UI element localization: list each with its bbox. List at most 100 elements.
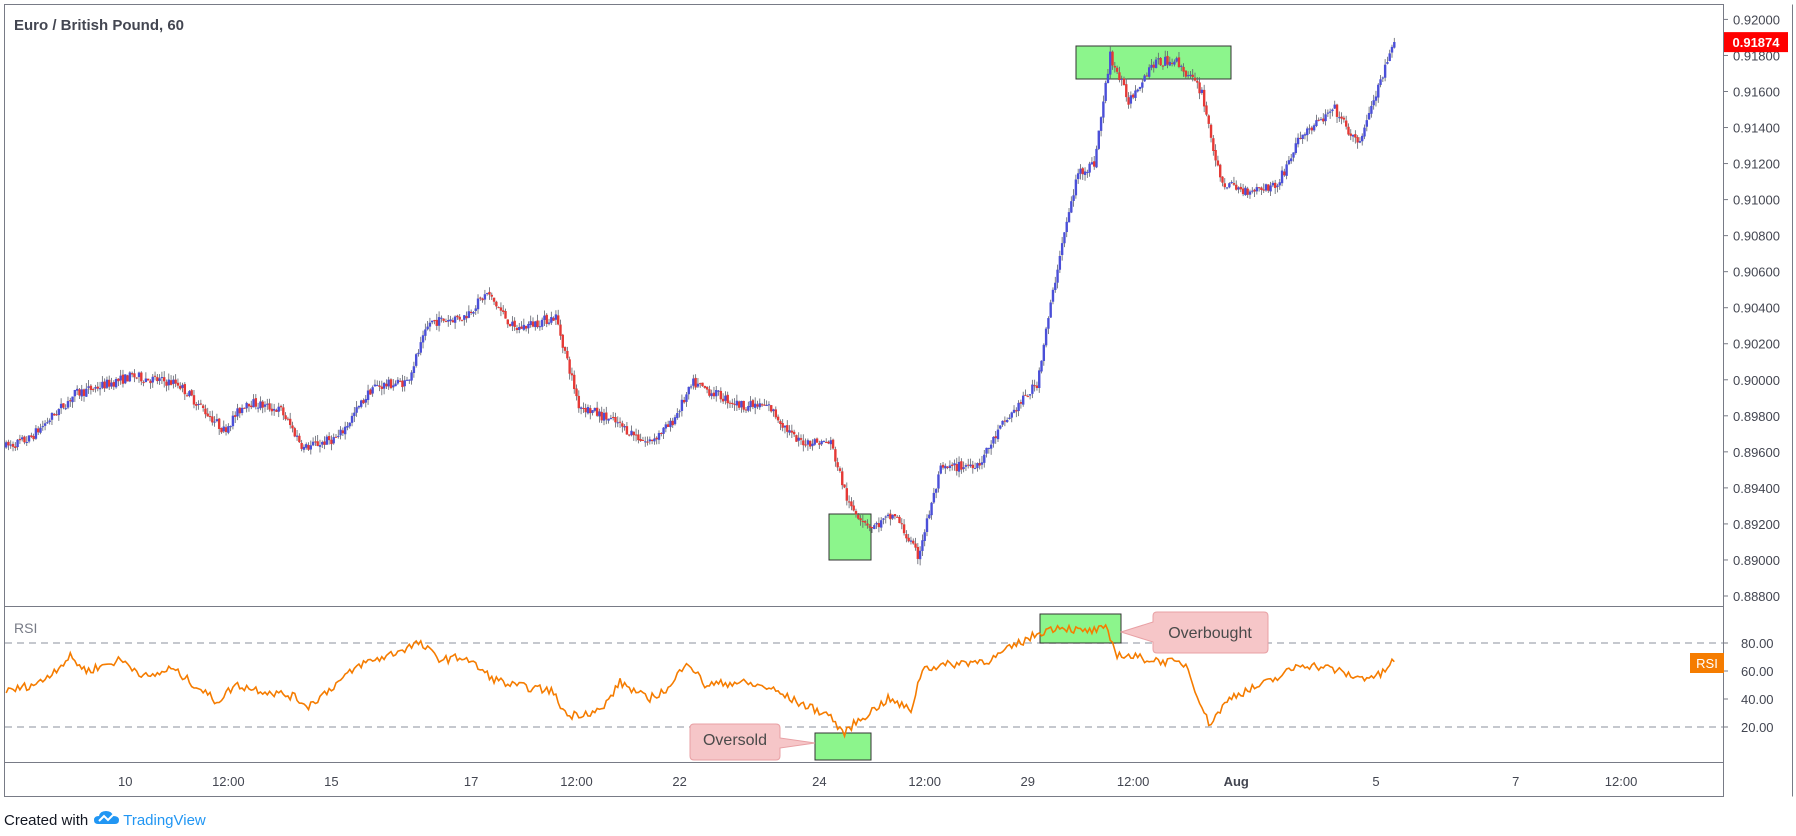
candle-body bbox=[889, 513, 892, 520]
candle-body bbox=[1303, 134, 1307, 136]
candle-body bbox=[870, 527, 874, 529]
candle-body bbox=[554, 314, 558, 320]
candle-body bbox=[488, 291, 491, 295]
candle-body bbox=[964, 465, 968, 467]
time-axis: 10 12:00 15 17 12:00 22 24 12:00 29 12:00 Aug 5 7 12:… bbox=[118, 774, 1637, 789]
candle-body bbox=[918, 550, 922, 560]
candle-body bbox=[728, 402, 732, 404]
candle-body bbox=[900, 523, 903, 525]
candle-body bbox=[1099, 117, 1103, 131]
candle-body bbox=[1294, 143, 1297, 153]
price-pane[interactable] bbox=[4, 4, 1724, 607]
time-axis-pane[interactable] bbox=[4, 762, 1724, 797]
candle-body bbox=[804, 444, 807, 446]
candle-body bbox=[91, 389, 95, 391]
candle-body bbox=[568, 359, 571, 374]
candle-body bbox=[808, 440, 812, 447]
candle-body bbox=[396, 379, 400, 384]
candle-body bbox=[197, 403, 200, 405]
candle-body bbox=[1386, 62, 1389, 64]
candle-body bbox=[204, 408, 207, 415]
rsi-tag-label: RSI bbox=[1696, 656, 1718, 671]
candle-body bbox=[1134, 90, 1137, 98]
rsi-tick-label: 40.00 bbox=[1741, 692, 1774, 707]
candle-body bbox=[664, 424, 668, 429]
candle-body bbox=[110, 382, 113, 387]
candle-body bbox=[946, 466, 949, 468]
candle-body bbox=[921, 540, 924, 551]
candle-body bbox=[1221, 176, 1224, 183]
candle-body bbox=[1209, 124, 1213, 138]
candle-body bbox=[394, 383, 397, 387]
price-tick-label: 0.92000 bbox=[1733, 12, 1780, 27]
candle-body bbox=[126, 375, 129, 382]
candle-body bbox=[355, 407, 358, 413]
candle-body bbox=[712, 392, 716, 397]
oversold-label: Oversold bbox=[703, 732, 767, 749]
candle-body bbox=[1001, 420, 1004, 425]
candle-body bbox=[71, 396, 74, 403]
candle-body bbox=[717, 390, 720, 392]
candle-body bbox=[314, 441, 317, 443]
candle-body bbox=[1351, 134, 1355, 137]
candle-body bbox=[744, 409, 748, 411]
time-tick-label: Aug bbox=[1224, 774, 1249, 789]
candle-body bbox=[529, 321, 532, 325]
candle-body bbox=[1003, 420, 1007, 422]
candle-body bbox=[944, 465, 947, 469]
candle-body bbox=[1090, 162, 1094, 165]
candle-body bbox=[463, 315, 466, 320]
tradingview-logo[interactable]: TradingView bbox=[94, 810, 206, 830]
candle-body bbox=[495, 301, 498, 307]
candle-body bbox=[130, 373, 134, 375]
candle-body bbox=[302, 446, 306, 450]
candle-body bbox=[518, 326, 521, 330]
candle-body bbox=[646, 441, 649, 443]
time-tick-label: 15 bbox=[324, 774, 338, 789]
candle-body bbox=[295, 435, 299, 437]
candle-body bbox=[538, 326, 542, 328]
candle-body bbox=[573, 374, 576, 390]
rsi-series[interactable] bbox=[5, 623, 1395, 739]
candle-body bbox=[1331, 109, 1334, 112]
candle-body bbox=[481, 298, 484, 301]
candle-body bbox=[1015, 410, 1018, 412]
candle-body bbox=[98, 388, 102, 390]
candle-body bbox=[179, 385, 182, 389]
candle-body bbox=[999, 425, 1002, 429]
candle-body bbox=[1081, 168, 1084, 175]
candle-body bbox=[137, 372, 141, 378]
candle-body bbox=[1269, 185, 1272, 192]
candle-body bbox=[32, 436, 35, 440]
candle-body bbox=[460, 319, 464, 321]
candle-body bbox=[389, 379, 393, 389]
candle-body bbox=[467, 311, 471, 318]
candle-body bbox=[550, 317, 553, 323]
price-tick-label: 0.91000 bbox=[1733, 193, 1780, 208]
candlestick-series[interactable] bbox=[4, 37, 1396, 566]
candle-body bbox=[655, 437, 658, 440]
candle-body bbox=[1159, 57, 1162, 66]
candle-body bbox=[1251, 190, 1254, 192]
candle-body bbox=[153, 375, 157, 377]
candle-body bbox=[1232, 183, 1236, 185]
candle-body bbox=[428, 322, 432, 327]
created-with-text: Created with bbox=[4, 811, 89, 829]
price-axis: 0.88800 0.89000 0.89200 0.89400 0.89600 0.898… bbox=[1723, 12, 1780, 604]
price-tick-label: 0.90200 bbox=[1733, 337, 1780, 352]
candle-body bbox=[1115, 67, 1119, 72]
candle-body bbox=[1255, 187, 1259, 192]
candle-body bbox=[978, 463, 981, 466]
candle-body bbox=[114, 379, 118, 388]
candle-body bbox=[382, 382, 386, 389]
candle-body bbox=[676, 413, 679, 419]
candle-body bbox=[1390, 46, 1394, 53]
candle-body bbox=[694, 377, 697, 388]
time-tick-label: 29 bbox=[1021, 774, 1035, 789]
price-tick-label: 0.89800 bbox=[1733, 409, 1780, 424]
candle-body bbox=[94, 387, 97, 389]
candle-body bbox=[1283, 171, 1286, 176]
candle-body bbox=[859, 518, 862, 521]
candle-body bbox=[435, 319, 438, 326]
